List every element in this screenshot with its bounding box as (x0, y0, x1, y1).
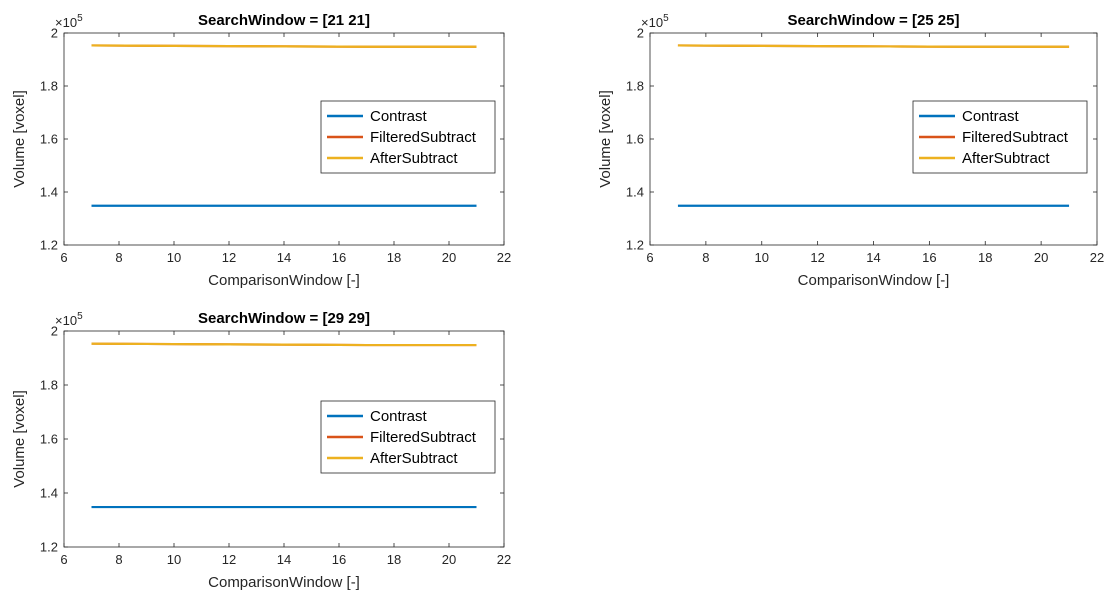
x-tick-label: 20 (442, 250, 456, 265)
y-tick-label: 2 (51, 324, 58, 339)
series-line-aftersubtract (91, 44, 477, 48)
y-exponent-label: ×105 (55, 311, 83, 328)
x-tick-label: 18 (387, 552, 401, 567)
y-axis-label: Volume [voxel] (11, 90, 28, 188)
x-axis-label: ComparisonWindow [-] (798, 272, 950, 289)
y-tick-label: 1.6 (40, 432, 58, 447)
subplot-3: 6 8 10 12 14 16 18 20 22 1.2 1.4 1.6 1.8 2×105 SearchW… (11, 310, 511, 591)
x-tick-label: 22 (1090, 250, 1104, 265)
x-tick-label: 18 (978, 250, 992, 265)
x-tick-label: 20 (1034, 250, 1048, 265)
y-tick-label: 1.8 (626, 79, 644, 94)
y-tick-label: 1.6 (40, 132, 58, 147)
legend-label: FilteredSubtract (370, 129, 477, 146)
legend-label: Contrast (370, 408, 428, 425)
x-axis-label: ComparisonWindow [-] (208, 272, 360, 289)
x-tick-label: 22 (497, 552, 511, 567)
x-tick-label: 18 (387, 250, 401, 265)
y-exponent-label: ×105 (641, 13, 669, 30)
x-tick-label: 16 (922, 250, 936, 265)
x-tick-label: 10 (167, 552, 181, 567)
y-tick-label: 1.4 (40, 486, 58, 501)
legend-label: AfterSubtract (370, 150, 458, 167)
series-line-aftersubtract (91, 342, 477, 347)
legend: Contrast FilteredSubtract AfterSubtract (320, 100, 496, 174)
x-tick-label: 16 (332, 552, 346, 567)
x-tick-label: 8 (115, 552, 122, 567)
x-tick-label: 14 (866, 250, 880, 265)
y-tick-label: 1.4 (626, 185, 644, 200)
y-tick-label: 1.8 (40, 79, 58, 94)
x-tick-label: 10 (755, 250, 769, 265)
x-tick-label: 8 (115, 250, 122, 265)
x-tick-label: 12 (222, 250, 236, 265)
x-tick-label: 6 (60, 552, 67, 567)
chart-title: SearchWindow = [25 25] (787, 12, 959, 29)
x-tick-label: 6 (646, 250, 653, 265)
legend-label: Contrast (962, 108, 1020, 125)
chart-title: SearchWindow = [21 21] (198, 12, 370, 29)
x-axis-label: ComparisonWindow [-] (208, 574, 360, 591)
x-tick-label: 14 (277, 552, 291, 567)
y-tick-label: 2 (637, 26, 644, 41)
y-tick-label: 1.4 (40, 185, 58, 200)
y-axis-label: Volume [voxel] (597, 90, 614, 188)
x-tick-label: 22 (497, 250, 511, 265)
legend: Contrast FilteredSubtract AfterSubtract (320, 400, 496, 474)
y-tick-label: 1.2 (626, 238, 644, 253)
x-tick-label: 6 (60, 250, 67, 265)
x-tick-label: 12 (222, 552, 236, 567)
y-tick-label: 1.2 (40, 238, 58, 253)
x-tick-label: 10 (167, 250, 181, 265)
x-tick-label: 16 (332, 250, 346, 265)
y-tick-label: 1.6 (626, 132, 644, 147)
legend-label: AfterSubtract (370, 450, 458, 467)
legend: Contrast FilteredSubtract AfterSubtract (912, 100, 1088, 174)
x-tick-label: 14 (277, 250, 291, 265)
legend-label: AfterSubtract (962, 150, 1050, 167)
legend-label: FilteredSubtract (962, 129, 1069, 146)
series-line-aftersubtract (677, 44, 1070, 48)
legend-label: Contrast (370, 108, 428, 125)
y-tick-label: 1.2 (40, 540, 58, 555)
x-tick-label: 8 (702, 250, 709, 265)
legend-label: FilteredSubtract (370, 429, 477, 446)
chart-title: SearchWindow = [29 29] (198, 310, 370, 327)
y-tick-label: 1.8 (40, 378, 58, 393)
y-axis-label: Volume [voxel] (11, 390, 28, 488)
x-tick-label: 12 (810, 250, 824, 265)
subplot-2: 6 8 10 12 14 16 18 20 22 1.2 1.4 1.6 1.8 2×105 SearchW… (597, 12, 1104, 289)
x-tick-label: 20 (442, 552, 456, 567)
y-tick-label: 2 (51, 26, 58, 41)
y-exponent-label: ×105 (55, 13, 83, 30)
subplot-1: 6 8 10 12 14 16 18 20 22 1.2 1.4 1.6 1.8 2×105 SearchW… (11, 12, 511, 289)
